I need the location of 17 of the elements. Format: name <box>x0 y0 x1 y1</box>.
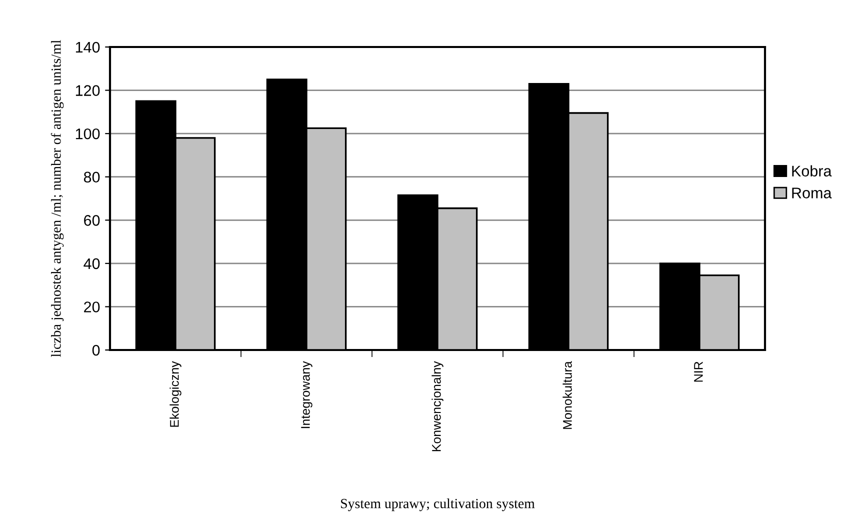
y-tick-label: 140 <box>76 42 100 53</box>
legend-label: Roma <box>792 188 832 198</box>
x-axis-title: System uprawy; cultivation system <box>341 498 535 512</box>
x-tick-label: Ekologiczny <box>170 361 182 427</box>
y-tick-label: 100 <box>76 128 100 140</box>
legend-label: Kobra <box>792 165 832 177</box>
y-tick-label: 0 <box>92 344 100 356</box>
x-tick-label: Integrowany <box>301 361 312 428</box>
x-tick-label: Konwencjonalny <box>432 361 444 452</box>
x-tick-label: NIR <box>694 362 703 382</box>
y-tick-label: 20 <box>84 302 100 312</box>
x-tick-label: Monokultura <box>562 361 572 429</box>
y-tick-label: 40 <box>84 258 100 270</box>
y-axis-title: liczba jednostek antygen /ml; number of antigen units/ml <box>50 40 64 357</box>
y-tick-label: 80 <box>84 172 100 183</box>
y-tick-label: 120 <box>76 85 100 96</box>
y-tick-label: 60 <box>84 215 100 226</box>
